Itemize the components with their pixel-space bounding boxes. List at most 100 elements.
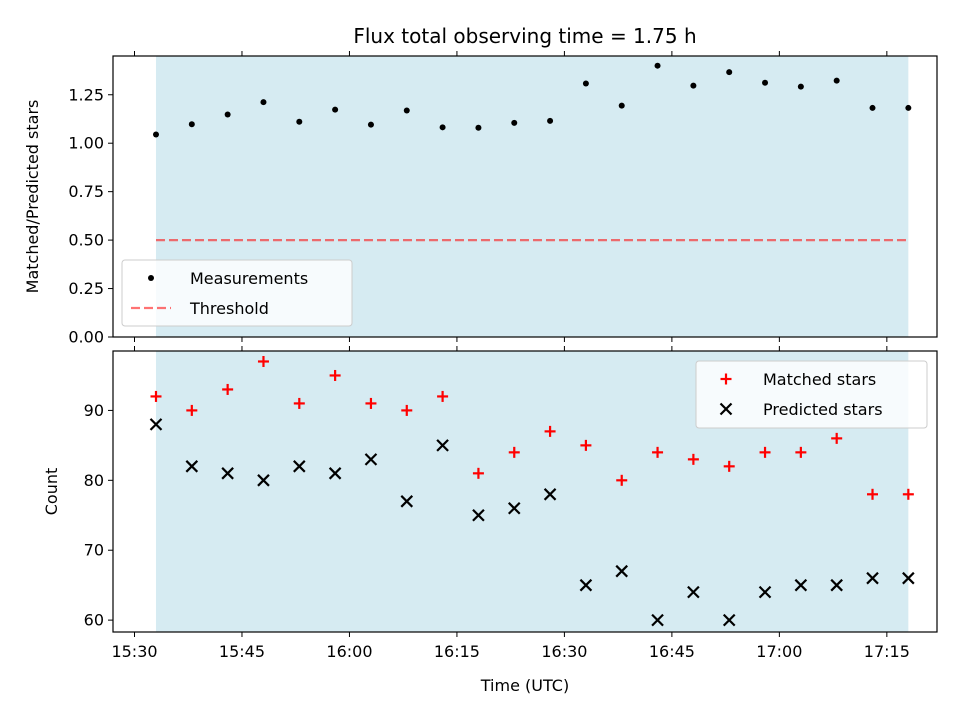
predicted-point-b bbox=[436, 439, 449, 452]
y-tick-label: 0.00 bbox=[68, 328, 104, 347]
matched-point bbox=[867, 488, 879, 500]
legend-matched-label: Matched stars bbox=[763, 370, 876, 389]
predicted-point bbox=[328, 467, 342, 480]
predicted-point bbox=[472, 508, 485, 522]
matched-point bbox=[257, 355, 269, 367]
matched-point bbox=[329, 369, 341, 381]
predicted-point bbox=[794, 578, 808, 592]
measurement-point bbox=[582, 80, 589, 87]
predicted-point-b bbox=[579, 578, 593, 592]
y-tick-label: 1.00 bbox=[68, 134, 104, 153]
measurement-point bbox=[224, 111, 231, 118]
y-tick-label: 80 bbox=[84, 471, 104, 490]
predicted-point-b bbox=[543, 488, 557, 501]
matched-point bbox=[508, 446, 520, 458]
predicted-point bbox=[902, 571, 915, 585]
predicted-point bbox=[651, 613, 664, 627]
legend-predicted-marker-b bbox=[719, 402, 733, 416]
y-tick-label: 0.25 bbox=[68, 279, 104, 298]
measurement-point bbox=[869, 104, 876, 111]
panel-top: 0.00 0.25 0.50 0.75 1.00 1.25 Matched/Predicte… bbox=[23, 51, 938, 347]
matched-point bbox=[186, 404, 198, 416]
y-tick-label: 60 bbox=[84, 611, 104, 630]
predicted-point bbox=[507, 501, 521, 515]
x-tick-label: 16:45 bbox=[649, 642, 695, 661]
measurement-point bbox=[439, 124, 446, 131]
predicted-point-b bbox=[149, 418, 163, 431]
predicted-point bbox=[866, 571, 879, 585]
predicted-point bbox=[579, 578, 593, 592]
predicted-point bbox=[221, 467, 234, 480]
measurement-point bbox=[152, 131, 159, 138]
matched-point bbox=[616, 474, 628, 486]
predicted-point-b bbox=[472, 508, 485, 522]
matched-point bbox=[437, 390, 449, 402]
measurement-point bbox=[654, 62, 661, 69]
predicted-point-b bbox=[830, 578, 843, 592]
predicted-point bbox=[543, 488, 557, 501]
predicted-point-b bbox=[758, 585, 772, 599]
measurement-point bbox=[833, 77, 840, 84]
matched-point bbox=[831, 432, 843, 444]
y-tick-label: 90 bbox=[84, 401, 104, 420]
legend-box bbox=[121, 259, 353, 327]
matched-point bbox=[293, 397, 305, 409]
predicted-point-b bbox=[902, 571, 915, 585]
matched-point bbox=[472, 467, 484, 479]
measurement-point bbox=[367, 121, 374, 128]
y-axis-label: Matched/Predicted stars bbox=[23, 100, 42, 294]
predicted-point-b bbox=[687, 585, 700, 599]
matched-point bbox=[401, 404, 413, 416]
x-tick-label: 15:30 bbox=[111, 642, 157, 661]
y-tick-label: 0.75 bbox=[68, 182, 104, 201]
plot-frame bbox=[112, 350, 938, 633]
x-tick-label: 16:00 bbox=[326, 642, 372, 661]
measurement-point bbox=[690, 82, 697, 89]
predicted-point-b bbox=[722, 613, 736, 627]
predicted-point bbox=[149, 418, 163, 431]
legend-threshold-label: Threshold bbox=[189, 299, 269, 318]
predicted-point bbox=[758, 585, 772, 599]
matched-point bbox=[580, 439, 592, 451]
measurement-point bbox=[296, 118, 303, 125]
panel-bottom: 60 70 80 90 Count Matched stars Predicted star… bbox=[42, 346, 938, 661]
chart-title: Flux total observing time = 1.75 h bbox=[353, 24, 696, 48]
x-tick-label: 16:30 bbox=[541, 642, 587, 661]
y-tick-label: 0.50 bbox=[68, 231, 104, 250]
measurement-point bbox=[511, 119, 518, 126]
predicted-point bbox=[722, 613, 736, 627]
predicted-point bbox=[436, 439, 449, 452]
predicted-point-b bbox=[400, 495, 414, 508]
measurement-point bbox=[618, 102, 625, 109]
measurement-point bbox=[332, 106, 339, 113]
measurement-point bbox=[475, 124, 482, 131]
matched-point bbox=[150, 390, 162, 402]
y-axis-label: Count bbox=[42, 468, 61, 516]
predicted-point bbox=[257, 474, 270, 487]
x-tick-label: 17:15 bbox=[864, 642, 910, 661]
x-tick-label: 17:00 bbox=[756, 642, 802, 661]
predicted-point-b bbox=[221, 467, 234, 480]
legend: Measurements Threshold bbox=[121, 259, 353, 327]
measurement-point bbox=[547, 117, 554, 124]
predicted-point bbox=[615, 564, 629, 578]
matched-point bbox=[759, 446, 771, 458]
predicted-point-b bbox=[794, 578, 808, 592]
predicted-point bbox=[830, 578, 843, 592]
predicted-point-b bbox=[293, 460, 306, 473]
measurement-point bbox=[762, 79, 769, 86]
matched-point bbox=[723, 460, 735, 472]
legend-predicted-label: Predicted stars bbox=[763, 400, 883, 419]
measurement-point bbox=[726, 69, 733, 76]
predicted-point-b bbox=[364, 453, 378, 466]
measurement-point bbox=[260, 99, 267, 106]
matched-point bbox=[902, 488, 914, 500]
predicted-point-b bbox=[615, 564, 629, 578]
predicted-point-b bbox=[507, 501, 521, 515]
predicted-point bbox=[364, 453, 378, 466]
predicted-point bbox=[400, 495, 414, 508]
matched-point bbox=[687, 453, 699, 465]
predicted-point-b bbox=[651, 613, 664, 627]
predicted-point bbox=[185, 460, 199, 473]
